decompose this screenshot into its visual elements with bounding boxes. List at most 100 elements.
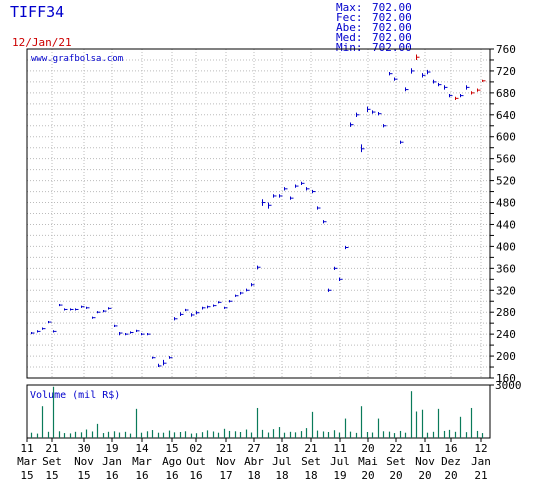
x-axis: 11Mar1521Set1530Nov1519Jan1614Mar1615Ago… — [17, 438, 491, 482]
stats-block: Max: 702.00 Fec: 702.00 Abe: 702.00 Med:… — [336, 1, 412, 54]
x-tick-month: Jul — [272, 455, 292, 468]
price-bar — [92, 316, 96, 319]
x-tick-month: Set — [386, 455, 406, 468]
price-bar — [477, 88, 481, 92]
x-tick-year: 16 — [165, 469, 178, 482]
price-bar — [125, 333, 129, 336]
price-bar — [240, 291, 244, 295]
price-grid — [26, 48, 490, 379]
price-y-tick-label: 200 — [496, 350, 516, 363]
price-bar — [169, 356, 173, 359]
price-bar — [334, 266, 338, 270]
price-bar — [235, 294, 239, 297]
price-y-tick-label: 440 — [496, 218, 516, 231]
x-tick-month: Nov — [216, 455, 236, 468]
price-bar — [86, 306, 90, 309]
x-tick-day: 11 — [333, 442, 346, 455]
x-tick-day: 21 — [304, 442, 317, 455]
x-tick-day: 14 — [135, 442, 149, 455]
price-bar — [257, 265, 261, 270]
x-tick-day: 30 — [77, 442, 90, 455]
x-tick-year: 16 — [105, 469, 118, 482]
price-bar — [389, 72, 393, 76]
stat-label-fec: Fec: — [336, 11, 363, 24]
x-tick-month: Mar — [17, 455, 37, 468]
price-bar — [317, 206, 321, 210]
price-bar — [207, 305, 211, 309]
price-y-tick-label: 400 — [496, 240, 516, 253]
price-bar — [356, 112, 360, 117]
x-tick-month: Mai — [358, 455, 378, 468]
x-tick-year: 16 — [135, 469, 148, 482]
price-y-tick-label: 280 — [496, 306, 516, 319]
x-tick-month: Ago — [162, 455, 182, 468]
price-bar — [191, 313, 195, 317]
price-bar — [152, 356, 156, 359]
price-bar — [416, 54, 420, 60]
price-bar — [185, 308, 189, 312]
price-bar — [279, 194, 283, 198]
chart-date: 12/Jan/21 — [12, 36, 72, 49]
price-bar — [328, 288, 332, 292]
price-bar — [290, 196, 294, 200]
price-y-tick-label: 320 — [496, 284, 516, 297]
price-bar — [59, 303, 63, 307]
price-bar — [339, 277, 343, 281]
price-bar — [345, 245, 349, 250]
x-tick-day: 15 — [165, 442, 178, 455]
price-bar — [246, 288, 250, 292]
price-y-tick-label: 600 — [496, 131, 516, 144]
price-bar — [218, 301, 222, 304]
watermark: www.grafbolsa.com — [31, 54, 123, 64]
price-bar — [174, 317, 178, 321]
volume-y-tick-label: 3000 — [495, 379, 522, 392]
x-tick-year: 18 — [247, 469, 260, 482]
price-bar — [394, 77, 398, 81]
price-y-tick-label: 720 — [496, 65, 516, 78]
x-tick-year: 21 — [474, 469, 487, 482]
price-y-tick-label: 360 — [496, 262, 516, 275]
volume-y-axis: 3000 — [490, 379, 522, 392]
price-bar — [284, 187, 288, 191]
price-bar — [383, 124, 387, 128]
price-bar — [466, 85, 470, 90]
price-bar — [70, 308, 74, 311]
price-bar — [449, 93, 453, 98]
price-bar — [411, 68, 415, 74]
price-bar — [460, 93, 464, 98]
volume-label: Volume (mil R$) — [30, 390, 120, 401]
price-y-axis: 160 200 240 280 320 360 400 440 480 520 560 600 640 6… — [490, 43, 516, 385]
price-bar — [213, 304, 217, 307]
stat-value-max: 702.00 — [372, 1, 412, 14]
x-tick-day: 18 — [275, 442, 288, 455]
x-tick-month: Out — [186, 455, 206, 468]
price-bar — [400, 140, 404, 144]
x-tick-month: Jan — [471, 455, 491, 468]
ticker-title: TIFF34 — [10, 3, 64, 21]
x-tick-month: Jan — [102, 455, 122, 468]
x-tick-year: 20 — [361, 469, 374, 482]
x-tick-year: 18 — [275, 469, 288, 482]
price-bar — [180, 312, 184, 317]
x-tick-day: 22 — [389, 442, 402, 455]
stat-value-min: 702.00 — [372, 41, 412, 54]
price-bar — [455, 96, 459, 100]
price-bar — [75, 308, 79, 311]
price-bar — [147, 333, 151, 336]
x-tick-month: Mar — [132, 455, 152, 468]
price-bar — [136, 329, 140, 332]
price-bar — [48, 320, 52, 324]
price-bar — [444, 85, 448, 90]
price-bar — [202, 306, 206, 310]
x-tick-month: Dez — [441, 455, 461, 468]
price-bar — [141, 333, 145, 336]
price-bar — [108, 307, 112, 310]
